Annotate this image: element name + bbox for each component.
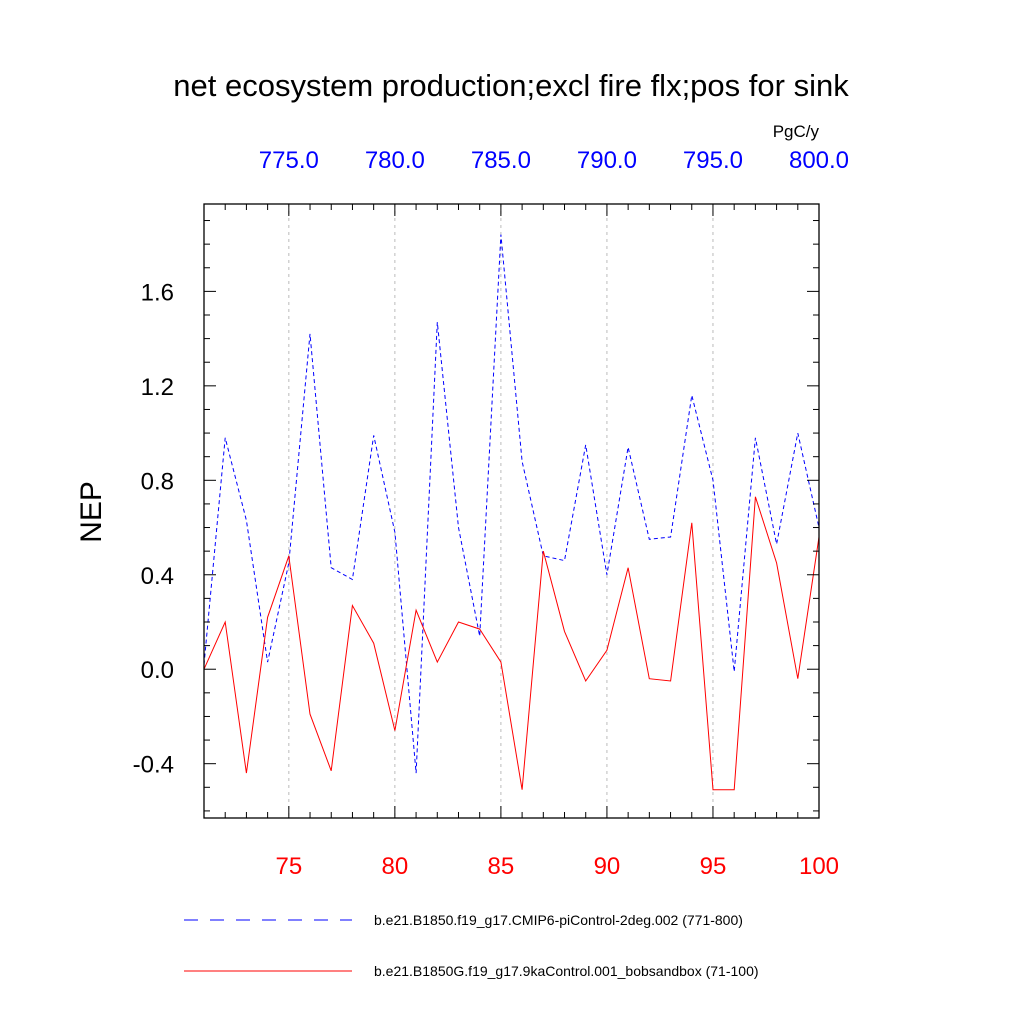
top-tick-label: 780.0 <box>365 147 425 174</box>
axes: 75 80 85 90 95 100 775.0 780.0 785.0 790.0 795.0 80… <box>133 147 849 880</box>
bottom-tick-label: 90 <box>594 853 621 880</box>
top-tick-label: 800.0 <box>789 147 849 174</box>
top-tick-label: 785.0 <box>471 147 531 174</box>
top-tick-label: 775.0 <box>259 147 319 174</box>
bottom-tick-label: 80 <box>382 853 409 880</box>
grid-lines <box>288 204 714 818</box>
legend: b.e21.B1850.f19_g17.CMIP6-piControl-2deg… <box>184 912 759 979</box>
y-tick-label: -0.4 <box>133 752 174 779</box>
series-layer <box>203 234 820 791</box>
series-line-2 <box>203 496 820 791</box>
bottom-tick-label: 85 <box>488 853 515 880</box>
y-tick-label: 0.4 <box>141 563 174 590</box>
units-label: PgC/y <box>773 122 820 141</box>
legend-label-2: b.e21.B1850G.f19_g17.9kaControl.001_bobs… <box>374 963 759 979</box>
bottom-tick-label: 75 <box>275 853 302 880</box>
chart-title: net ecosystem production;excl fire flx;p… <box>173 68 849 103</box>
top-tick-label: 795.0 <box>683 147 743 174</box>
y-tick-label: 1.6 <box>141 279 174 306</box>
plot-frame <box>203 203 820 819</box>
y-axis-label: NEP <box>75 481 108 543</box>
y-tick-label: 1.2 <box>141 374 174 401</box>
legend-label-1: b.e21.B1850.f19_g17.CMIP6-piControl-2deg… <box>374 912 743 928</box>
y-tick-label: 0.8 <box>141 468 174 495</box>
series-line-1 <box>203 234 820 774</box>
y-tick-label: 0.0 <box>141 657 174 684</box>
bottom-tick-label: 95 <box>700 853 727 880</box>
bottom-tick-label: 100 <box>799 853 839 880</box>
top-tick-label: 790.0 <box>577 147 637 174</box>
